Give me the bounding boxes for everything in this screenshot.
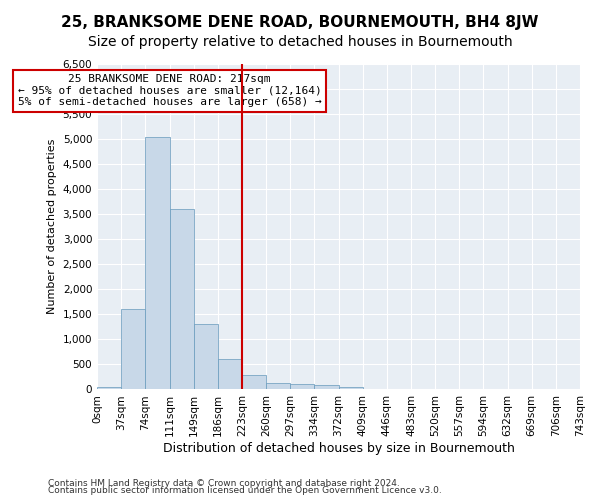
- Bar: [338, 388, 363, 390]
- Bar: [218, 360, 242, 390]
- Y-axis label: Number of detached properties: Number of detached properties: [47, 139, 57, 314]
- Text: 25, BRANKSOME DENE ROAD, BOURNEMOUTH, BH4 8JW: 25, BRANKSOME DENE ROAD, BOURNEMOUTH, BH…: [61, 15, 539, 30]
- Bar: [97, 387, 121, 390]
- Bar: [145, 136, 170, 390]
- Bar: [363, 389, 387, 390]
- Text: Size of property relative to detached houses in Bournemouth: Size of property relative to detached ho…: [88, 35, 512, 49]
- Bar: [266, 383, 290, 390]
- Bar: [194, 324, 218, 390]
- Bar: [170, 209, 194, 390]
- Bar: [121, 310, 145, 390]
- Text: Contains public sector information licensed under the Open Government Licence v3: Contains public sector information licen…: [48, 486, 442, 495]
- Bar: [314, 386, 338, 390]
- Text: 25 BRANKSOME DENE ROAD: 217sqm
← 95% of detached houses are smaller (12,164)
5% : 25 BRANKSOME DENE ROAD: 217sqm ← 95% of …: [17, 74, 322, 107]
- Text: Contains HM Land Registry data © Crown copyright and database right 2024.: Contains HM Land Registry data © Crown c…: [48, 478, 400, 488]
- Bar: [290, 384, 314, 390]
- Bar: [242, 376, 266, 390]
- X-axis label: Distribution of detached houses by size in Bournemouth: Distribution of detached houses by size …: [163, 442, 515, 455]
